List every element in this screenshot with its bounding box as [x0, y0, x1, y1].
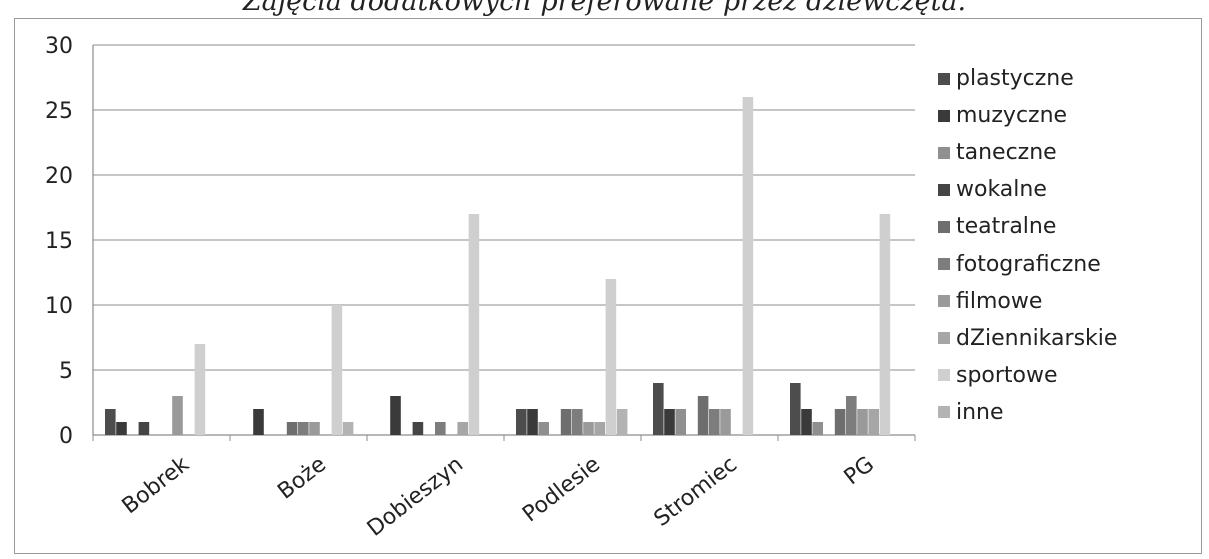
bar-fotograficzne-Boże	[298, 422, 309, 435]
bar-plastyczne-Bobrek	[105, 409, 116, 435]
legend-item: dZiennikarskie	[938, 320, 1117, 357]
bar-wokalne-Dobieszyn	[412, 422, 424, 435]
x-tick-label: PG	[840, 452, 879, 490]
bar-muzyczne-Dobieszyn	[390, 396, 401, 435]
y-tick-label: 30	[45, 34, 73, 59]
x-tick-label: Boże	[273, 452, 331, 505]
x-tick-label: Dobieszyn	[363, 452, 468, 542]
bar-muzyczne-Boże	[253, 409, 264, 435]
legend-label: taneczne	[956, 140, 1057, 166]
legend-swatch	[938, 183, 950, 196]
y-tick-label: 10	[45, 294, 73, 319]
legend-swatch	[938, 72, 950, 85]
legend-label: teatralne	[956, 214, 1057, 240]
x-tick-label: Podlesie	[518, 452, 605, 528]
bar-plastyczne-PG	[790, 383, 801, 435]
legend-item: fotograficzne	[938, 245, 1117, 282]
bar-taneczne-Stromiec	[675, 409, 686, 435]
chart-frame	[14, 18, 1202, 554]
y-tick-label: 25	[45, 99, 73, 124]
bar-muzyczne-Podlesie	[527, 409, 538, 435]
bar-teatralne-PG	[834, 409, 846, 435]
bar-teatralne-Stromiec	[697, 396, 709, 435]
bar-sportowe-Podlesie	[605, 279, 617, 435]
legend-label: inne	[956, 399, 1004, 425]
y-tick-label: 5	[59, 359, 73, 384]
bar-sportowe-Stromiec	[742, 97, 754, 435]
legend-label: sportowe	[956, 362, 1058, 388]
legend-item: muzyczne	[938, 97, 1117, 134]
y-tick-label: 0	[59, 424, 73, 449]
bar-fotograficzne-PG	[846, 396, 857, 435]
legend-item: inne	[938, 394, 1117, 431]
bar-dZiennikarskie-PG	[868, 409, 879, 435]
bar-plastyczne-Stromiec	[653, 383, 664, 435]
bar-inne-Podlesie	[616, 409, 628, 435]
legend-swatch	[938, 406, 950, 419]
legend-swatch	[938, 295, 950, 308]
y-tick-label: 15	[45, 229, 73, 254]
legend-label: plastyczne	[956, 66, 1074, 92]
legend-item: filmowe	[938, 283, 1117, 320]
bar-filmowe-PG	[857, 409, 868, 435]
bar-sportowe-Bobrek	[194, 344, 206, 435]
legend-swatch	[938, 369, 950, 382]
bar-fotograficzne-Stromiec	[709, 409, 720, 435]
legend-label: muzyczne	[956, 103, 1068, 129]
bar-teatralne-Boże	[286, 422, 298, 435]
bar-filmowe-Bobrek	[172, 396, 183, 435]
bar-dZiennikarskie-Dobieszyn	[457, 422, 468, 435]
x-tick-label: Bobrek	[118, 452, 195, 519]
legend-swatch	[938, 109, 950, 122]
bar-muzyczne-Bobrek	[116, 422, 127, 435]
y-tick-label: 20	[45, 164, 73, 189]
bar-muzyczne-PG	[801, 409, 812, 435]
legend-swatch	[938, 146, 950, 159]
bar-dZiennikarskie-Podlesie	[594, 422, 605, 435]
legend-item: teatralne	[938, 208, 1117, 245]
bar-sportowe-PG	[879, 214, 891, 435]
bar-sportowe-Dobieszyn	[468, 214, 480, 435]
bar-filmowe-Boże	[309, 422, 320, 435]
legend-swatch	[938, 220, 950, 233]
bar-sportowe-Boże	[331, 305, 343, 435]
bar-plastyczne-Podlesie	[516, 409, 527, 435]
bar-taneczne-Podlesie	[538, 422, 549, 435]
bar-filmowe-Stromiec	[720, 409, 731, 435]
legend-label: filmowe	[956, 288, 1043, 314]
chart-title: Zajęcia dodatkowych preferowane przez dz…	[242, 0, 967, 17]
legend-item: wokalne	[938, 171, 1117, 208]
bar-teatralne-Podlesie	[560, 409, 572, 435]
legend-item: sportowe	[938, 357, 1117, 394]
bar-wokalne-Bobrek	[138, 422, 150, 435]
legend-label: dZiennikarskie	[956, 325, 1118, 351]
bar-muzyczne-Stromiec	[664, 409, 675, 435]
x-tick-label: Stromiec	[650, 452, 742, 532]
bar-filmowe-Podlesie	[583, 422, 594, 435]
bar-fotograficzne-Podlesie	[572, 409, 583, 435]
bar-inne-Boże	[342, 422, 354, 435]
legend-label: fotograficzne	[956, 251, 1101, 277]
bar-fotograficzne-Dobieszyn	[435, 422, 446, 435]
bar-taneczne-PG	[812, 422, 823, 435]
legend-swatch	[938, 258, 950, 271]
chart-legend: plastyczne muzyczne taneczne wokalne teatral…	[938, 60, 1117, 431]
legend-label: wokalne	[956, 177, 1047, 203]
legend-item: plastyczne	[938, 60, 1117, 97]
legend-swatch	[938, 332, 950, 345]
legend-item: taneczne	[938, 134, 1117, 171]
